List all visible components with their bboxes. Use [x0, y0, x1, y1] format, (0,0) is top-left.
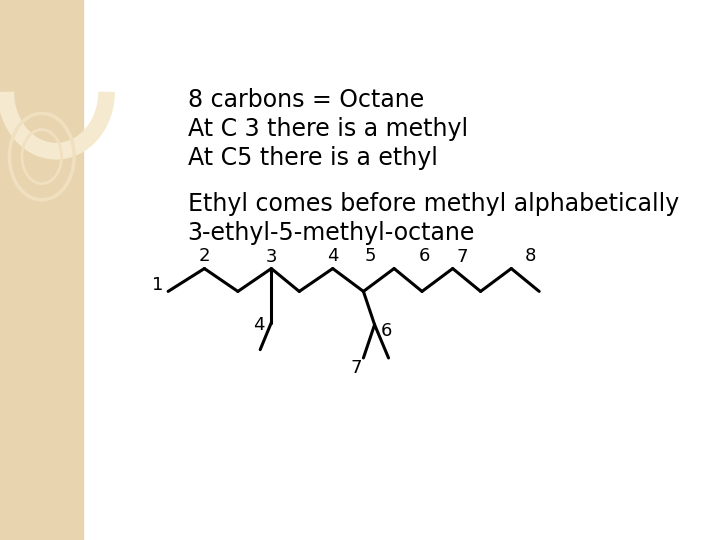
Text: 8: 8	[525, 247, 536, 265]
Text: 3-ethyl-5-methyl-octane: 3-ethyl-5-methyl-octane	[188, 221, 475, 245]
Text: 6: 6	[419, 247, 431, 265]
Text: 6: 6	[381, 322, 392, 340]
Text: At C5 there is a ethyl: At C5 there is a ethyl	[188, 146, 438, 170]
Text: At C 3 there is a methyl: At C 3 there is a methyl	[188, 117, 468, 141]
Text: 7: 7	[351, 359, 362, 377]
Text: 5: 5	[365, 247, 377, 265]
Text: 7: 7	[457, 248, 469, 266]
Text: Ethyl comes before methyl alphabetically: Ethyl comes before methyl alphabetically	[188, 192, 679, 215]
Text: 2: 2	[199, 247, 210, 265]
Text: 4: 4	[253, 316, 264, 334]
Text: 1: 1	[153, 276, 163, 294]
Text: 4: 4	[327, 247, 338, 265]
Text: 3: 3	[266, 248, 277, 266]
Text: 8 carbons = Octane: 8 carbons = Octane	[188, 87, 424, 112]
